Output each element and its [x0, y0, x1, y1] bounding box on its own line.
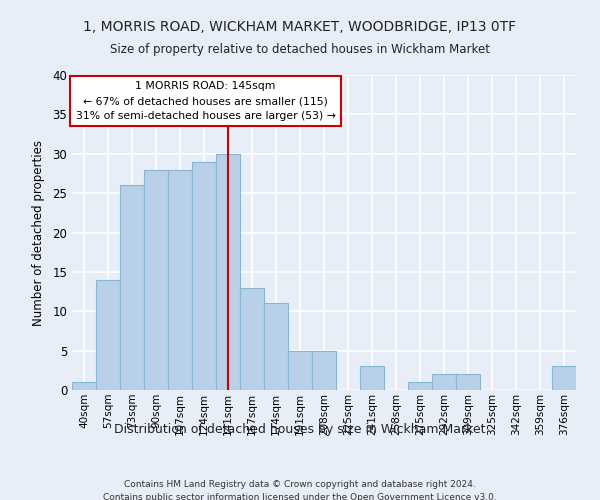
Bar: [432, 374, 456, 390]
Bar: [456, 374, 480, 390]
Bar: [168, 170, 192, 390]
Bar: [120, 185, 144, 390]
Text: Contains public sector information licensed under the Open Government Licence v3: Contains public sector information licen…: [103, 492, 497, 500]
Bar: [264, 304, 288, 390]
Bar: [216, 154, 240, 390]
Bar: [552, 366, 576, 390]
Text: 1, MORRIS ROAD, WICKHAM MARKET, WOODBRIDGE, IP13 0TF: 1, MORRIS ROAD, WICKHAM MARKET, WOODBRID…: [83, 20, 517, 34]
Text: Contains HM Land Registry data © Crown copyright and database right 2024.: Contains HM Land Registry data © Crown c…: [124, 480, 476, 489]
Bar: [312, 350, 336, 390]
Bar: [288, 350, 312, 390]
Bar: [72, 382, 96, 390]
Bar: [192, 162, 216, 390]
Bar: [96, 280, 120, 390]
Bar: [240, 288, 264, 390]
Text: Distribution of detached houses by size in Wickham Market: Distribution of detached houses by size …: [114, 422, 486, 436]
Text: Size of property relative to detached houses in Wickham Market: Size of property relative to detached ho…: [110, 42, 490, 56]
Y-axis label: Number of detached properties: Number of detached properties: [32, 140, 46, 326]
Bar: [360, 366, 384, 390]
Bar: [144, 170, 168, 390]
Bar: [408, 382, 432, 390]
Text: 1 MORRIS ROAD: 145sqm
← 67% of detached houses are smaller (115)
31% of semi-det: 1 MORRIS ROAD: 145sqm ← 67% of detached …: [76, 82, 335, 121]
